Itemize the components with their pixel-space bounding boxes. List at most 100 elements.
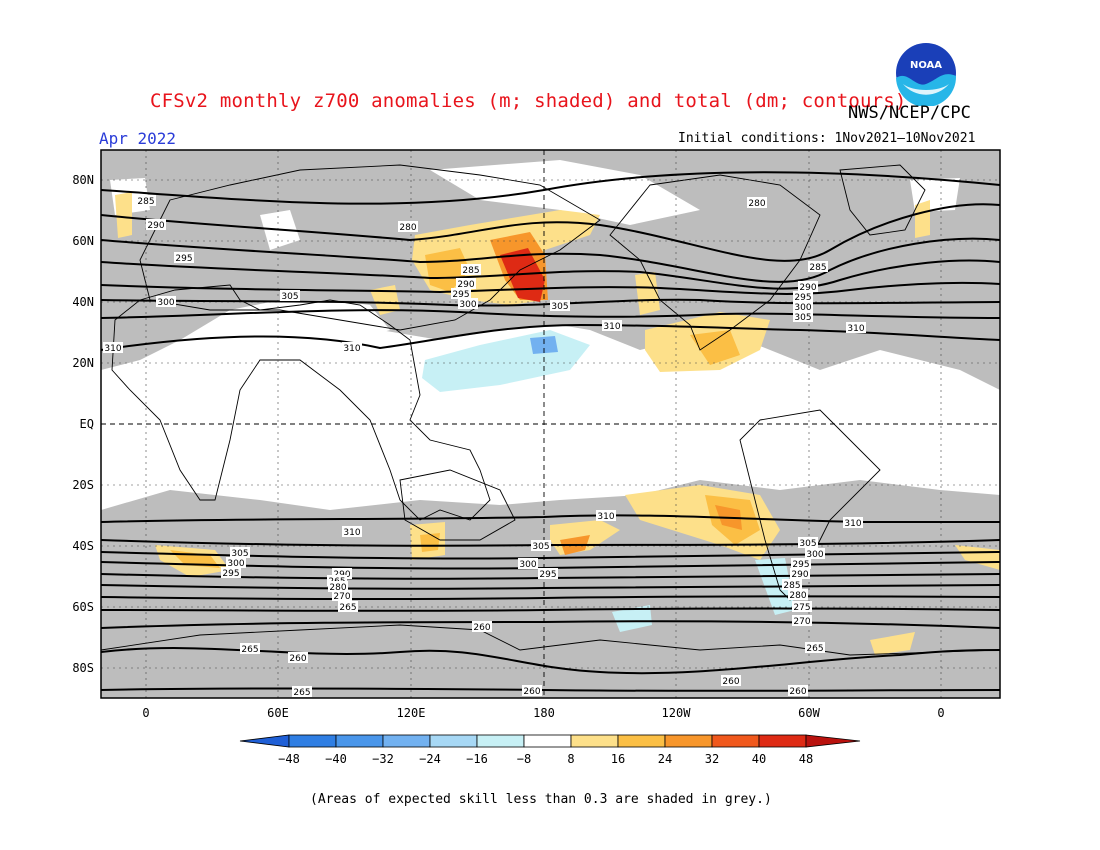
contour-labels: 285 290 295 300 305 310 310 280 285 290 … (103, 195, 866, 698)
contour-label: 310 (342, 342, 362, 354)
lat-label: 60N (72, 234, 94, 248)
contour-label: 305 (798, 537, 818, 549)
contour-label: 280 (788, 589, 808, 601)
lat-label: 40S (72, 539, 94, 553)
lat-label: 20N (72, 356, 94, 370)
lon-label: 120W (662, 706, 692, 720)
colorbar-swatch (617, 734, 666, 748)
initial-conditions: Initial conditions: 1Nov2021–10Nov2021 (678, 131, 976, 146)
noaa-logo: NOAA (894, 41, 958, 106)
svg-text:285: 285 (462, 266, 479, 276)
svg-text:260: 260 (523, 687, 540, 697)
svg-text:295: 295 (794, 293, 811, 303)
contour-label: 285 (136, 195, 156, 207)
lon-label: 120E (397, 706, 426, 720)
chart-title: CFSv2 monthly z700 anomalies (m; shaded)… (150, 90, 907, 112)
svg-text:300: 300 (794, 303, 811, 313)
contour-label: 280 (328, 581, 348, 593)
colorbar-swatch (664, 734, 713, 748)
contour-label: 290 (798, 281, 818, 293)
contour-label: 295 (221, 567, 241, 579)
contour-label: 300 (805, 548, 825, 560)
contour-label: 295 (451, 288, 471, 300)
contour-label: 265 (338, 601, 358, 613)
contour-label: 290 (790, 568, 810, 580)
colorbar-label: 32 (705, 752, 719, 766)
contour-label: 300 (793, 301, 813, 313)
lat-label: 80N (72, 173, 94, 187)
contour-label: 310 (596, 510, 616, 522)
svg-text:300: 300 (806, 550, 823, 560)
colorbar: −48 −40 −32 −24 −16 −8 8 16 24 32 40 48 (239, 734, 861, 766)
svg-text:265: 265 (241, 645, 258, 655)
lon-label: 0 (142, 706, 149, 720)
contour-label: 300 (458, 298, 478, 310)
contour-label: 305 (230, 547, 250, 559)
lat-label: EQ (80, 417, 94, 431)
svg-text:310: 310 (597, 512, 614, 522)
lon-label: 60E (267, 706, 289, 720)
colorbar-label: −24 (419, 752, 441, 766)
colorbar-label: −40 (325, 752, 347, 766)
lat-label: 20S (72, 478, 94, 492)
svg-text:265: 265 (339, 603, 356, 613)
svg-text:310: 310 (343, 528, 360, 538)
contour-label: 290 (456, 278, 476, 290)
forecast-period: Apr 2022 (99, 129, 177, 148)
svg-text:280: 280 (329, 583, 346, 593)
contour-label: 310 (843, 517, 863, 529)
svg-text:300: 300 (519, 560, 536, 570)
svg-text:285: 285 (137, 197, 154, 207)
contour-label: 280 (398, 221, 418, 233)
contour-label: 295 (538, 568, 558, 580)
lat-label: 40N (72, 295, 94, 309)
colorbar-swatch (805, 734, 861, 748)
svg-text:290: 290 (791, 570, 808, 580)
svg-text:280: 280 (789, 591, 806, 601)
colorbar-label: −16 (466, 752, 488, 766)
contour-label: 290 (146, 219, 166, 231)
colorbar-label: 16 (611, 752, 625, 766)
contour-label: 305 (550, 300, 570, 312)
svg-text:260: 260 (289, 654, 306, 664)
svg-text:305: 305 (231, 549, 248, 559)
colorbar-label: −32 (372, 752, 394, 766)
svg-text:295: 295 (452, 290, 469, 300)
map-frame (100, 149, 1001, 699)
contour-label: 265 (805, 642, 825, 654)
colorbar-swatch (429, 734, 478, 748)
contour-label: 310 (602, 320, 622, 332)
longitude-labels: 0 60E 120E 180 120W 60W 0 (142, 706, 944, 720)
lat-label: 60S (72, 600, 94, 614)
svg-text:295: 295 (175, 254, 192, 264)
svg-text:310: 310 (603, 322, 620, 332)
svg-text:NOAA: NOAA (910, 60, 942, 71)
lon-label: 180 (533, 706, 555, 720)
svg-text:270: 270 (333, 592, 350, 602)
contour-label: 260 (288, 652, 308, 664)
svg-text:285: 285 (809, 263, 826, 273)
colorbar-label: −8 (517, 752, 531, 766)
svg-text:300: 300 (459, 300, 476, 310)
contour-label: 265 (292, 686, 312, 698)
contour-label: 260 (788, 685, 808, 697)
colorbar-label: 40 (752, 752, 766, 766)
svg-text:305: 305 (794, 313, 811, 323)
svg-text:295: 295 (222, 569, 239, 579)
contour-label: 270 (332, 590, 352, 602)
lat-label: 80S (72, 661, 94, 675)
svg-text:310: 310 (343, 344, 360, 354)
contour-label: 305 (280, 290, 300, 302)
svg-text:280: 280 (748, 199, 765, 209)
contour-label: 260 (522, 685, 542, 697)
svg-text:265: 265 (293, 688, 310, 698)
svg-text:305: 305 (532, 542, 549, 552)
svg-text:310: 310 (844, 519, 861, 529)
svg-text:305: 305 (551, 302, 568, 312)
svg-text:285: 285 (783, 581, 800, 591)
colorbar-swatch (711, 734, 760, 748)
contour-label: 285 (808, 261, 828, 273)
contour-label: 310 (846, 322, 866, 334)
colorbar-label: 24 (658, 752, 672, 766)
